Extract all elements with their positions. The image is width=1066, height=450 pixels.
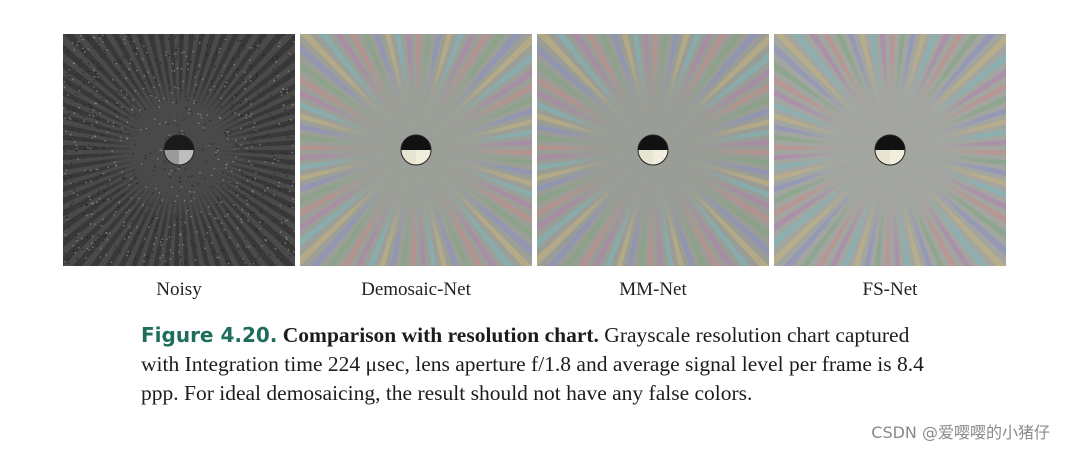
resolution-chart-image xyxy=(300,34,532,266)
figure-caption: Figure 4.20. Comparison with resolution … xyxy=(141,321,941,408)
resolution-chart-image xyxy=(63,34,295,266)
panel-demosaic-net xyxy=(300,34,532,266)
panel-label-noisy: Noisy xyxy=(156,279,202,300)
figure-number: Figure 4.20. xyxy=(141,323,278,347)
resolution-chart-image xyxy=(537,34,769,266)
watermark: CSDN @爱嘤嘤的小猪仔 xyxy=(871,423,1050,442)
figure-title: Comparison with resolution chart. xyxy=(282,323,599,347)
figure-body: Grayscale resolution chart captured with… xyxy=(141,323,924,405)
panel-noisy xyxy=(63,34,295,266)
panel-mm-net xyxy=(537,34,769,266)
resolution-chart-image xyxy=(774,34,1006,266)
panel-label-demosaic-net: Demosaic-Net xyxy=(361,279,471,300)
panel-label-fs-net: FS-Net xyxy=(862,279,918,300)
panel-fs-net xyxy=(774,34,1006,266)
panel-label-mm-net: MM-Net xyxy=(619,279,687,300)
